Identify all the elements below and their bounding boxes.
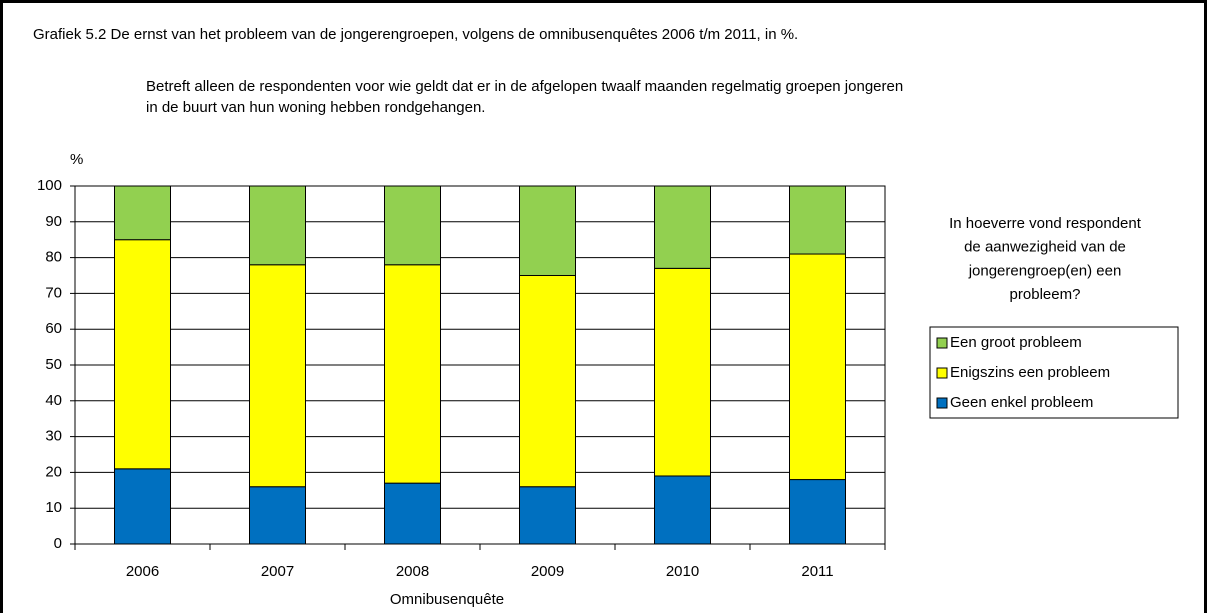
- y-tick-label: 50: [45, 356, 62, 373]
- bar-segment: [789, 253, 846, 481]
- x-tick-label: 2009: [531, 563, 564, 580]
- legend-title: In hoeverre vond respondent: [949, 215, 1142, 232]
- legend-swatch: [936, 397, 948, 409]
- bar-segment: [789, 479, 846, 545]
- y-tick-label: 100: [37, 177, 62, 194]
- bar-segment: [789, 185, 846, 255]
- bar-segment: [654, 185, 711, 269]
- bar-segment: [384, 185, 441, 266]
- x-tick-label: 2011: [801, 563, 833, 580]
- plot-border: [74, 185, 886, 545]
- y-tick-label: 30: [45, 428, 62, 445]
- x-axis-label: Omnibusenquête: [390, 591, 504, 608]
- legend-box: [929, 326, 1179, 419]
- x-tick-label: 2008: [396, 563, 429, 580]
- bar-segment: [249, 264, 306, 488]
- bar-segment: [249, 185, 306, 266]
- bar-segment: [384, 482, 441, 545]
- bar-segment: [654, 475, 711, 545]
- y-tick-label: 20: [45, 463, 62, 480]
- y-tick-label: 0: [54, 535, 62, 552]
- y-axis-label: %: [70, 151, 83, 168]
- y-tick-label: 90: [45, 213, 62, 230]
- y-tick-label: 70: [45, 284, 62, 301]
- subtitle: in de buurt van hun woning hebben rondge…: [146, 99, 485, 116]
- x-tick-label: 2006: [126, 563, 159, 580]
- y-tick-label: 10: [45, 499, 62, 516]
- legend-swatch: [936, 337, 948, 349]
- legend-label: Geen enkel probleem: [950, 394, 1093, 411]
- bar-segment: [654, 267, 711, 477]
- x-tick-label: 2010: [666, 563, 699, 580]
- legend-swatch: [936, 367, 948, 379]
- legend-label: Enigszins een probleem: [950, 364, 1110, 381]
- bar-segment: [114, 185, 171, 241]
- legend-title: jongerengroep(en) een: [968, 262, 1122, 279]
- x-tick-label: 2007: [261, 563, 294, 580]
- chart-title: Grafiek 5.2 De ernst van het probleem va…: [33, 26, 798, 43]
- bar-segment: [519, 486, 576, 545]
- bar-segment: [519, 185, 576, 276]
- y-tick-label: 40: [45, 392, 62, 409]
- legend-title: de aanwezigheid van de: [964, 239, 1126, 256]
- bar-segment: [114, 468, 171, 545]
- bar-segment: [114, 239, 171, 470]
- y-tick-label: 60: [45, 320, 62, 337]
- bar-segment: [519, 275, 576, 488]
- y-tick-label: 80: [45, 249, 62, 266]
- legend-label: Een groot probleem: [950, 334, 1082, 351]
- bar-segment: [249, 486, 306, 545]
- legend-title: probleem?: [1010, 286, 1081, 303]
- subtitle: Betreft alleen de respondenten voor wie …: [146, 78, 903, 95]
- bar-segment: [384, 264, 441, 484]
